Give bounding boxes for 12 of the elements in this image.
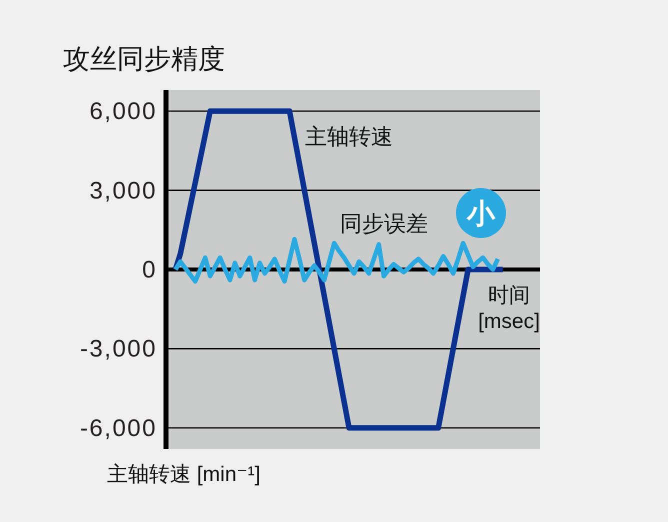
legend-label: 同步误差: [340, 211, 428, 236]
y-tick-label: 6,000: [89, 98, 157, 126]
y-tick-label: 0: [142, 256, 157, 284]
x-axis-title: 时间 [msec]: [478, 284, 540, 333]
y-tick-label: -3,000: [80, 336, 157, 363]
chart-title: 攻丝同步精度: [63, 44, 225, 74]
annotation: 小: [466, 198, 496, 229]
y-tick-label: -6,000: [80, 414, 157, 442]
line-series: [173, 236, 500, 284]
series-label: 主轴转速: [305, 124, 393, 149]
y-tick-label: 3,000: [89, 177, 157, 204]
y-axis-title: 主轴转速 [min⁻¹]: [107, 463, 260, 486]
